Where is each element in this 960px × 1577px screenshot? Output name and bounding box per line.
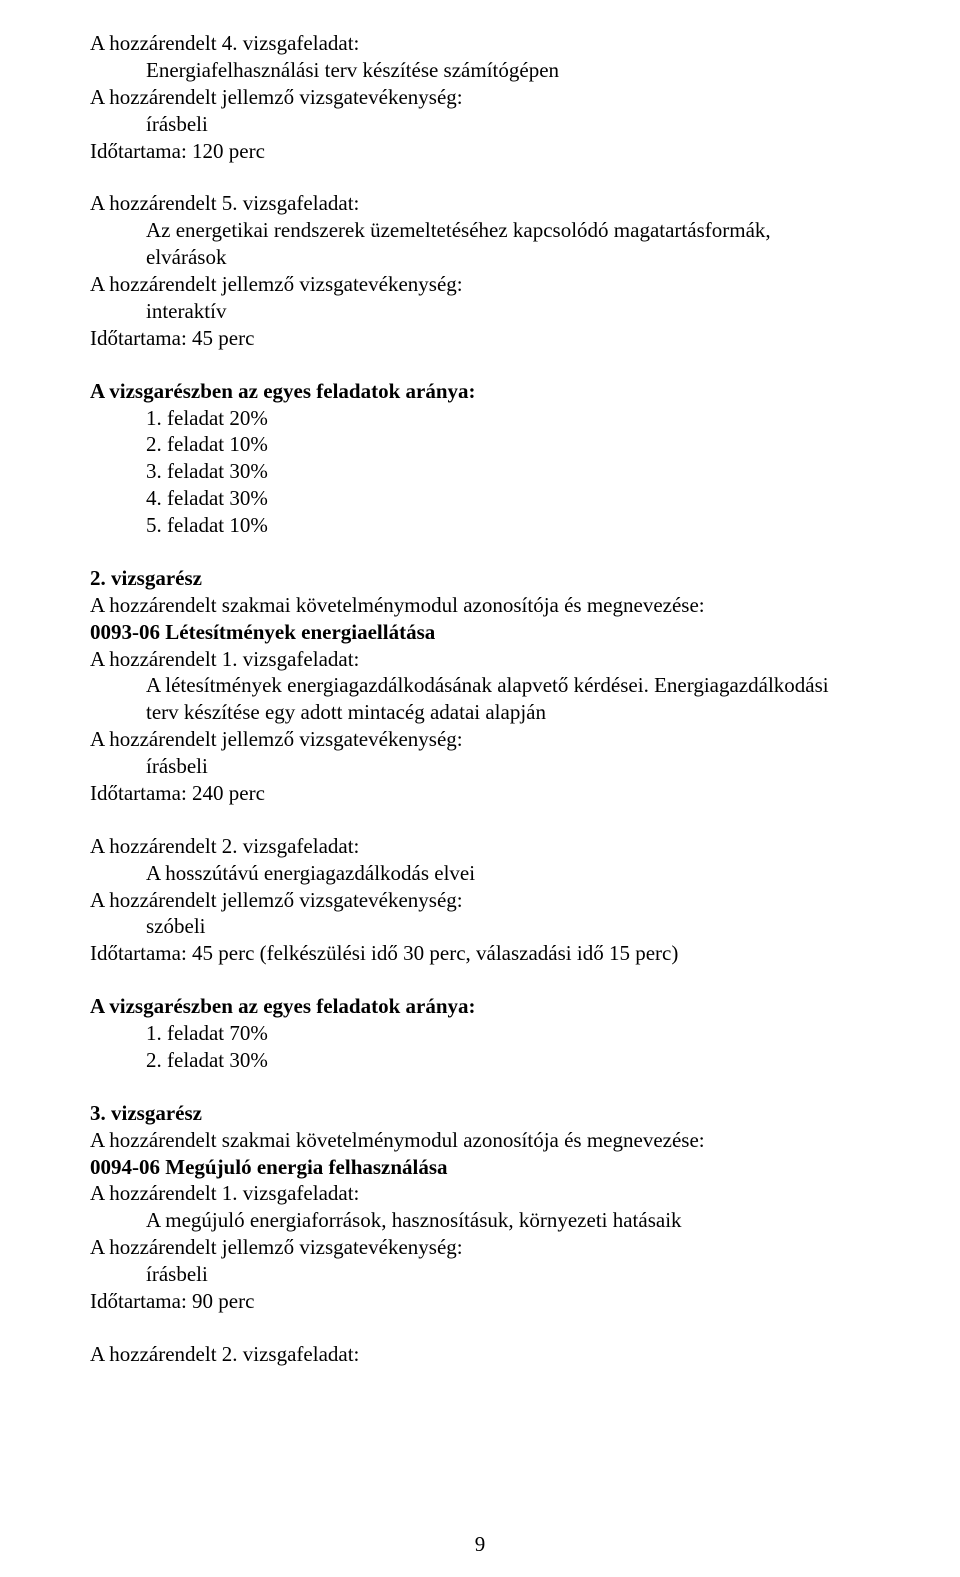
section2-task1-block: 2. vizsgarész A hozzárendelt szakmai köv… <box>90 565 870 807</box>
task5-duration: Időtartama: 45 perc <box>90 325 870 352</box>
section3-module-code: 0094-06 Megújuló energia felhasználása <box>90 1154 870 1181</box>
weights1-row5: 5. feladat 10% <box>90 512 870 539</box>
section3-task1-activity: írásbeli <box>90 1261 870 1288</box>
section2-task2-activity-label: A hozzárendelt jellemző vizsgatevékenysé… <box>90 887 870 914</box>
page-number: 9 <box>0 1532 960 1557</box>
section3-module-line: A hozzárendelt szakmai követelménymodul … <box>90 1127 870 1154</box>
weights2-row2: 2. feladat 30% <box>90 1047 870 1074</box>
task5-activity-label: A hozzárendelt jellemző vizsgatevékenysé… <box>90 271 870 298</box>
weights1-row4: 4. feladat 30% <box>90 485 870 512</box>
section3-task1-activity-label: A hozzárendelt jellemző vizsgatevékenysé… <box>90 1234 870 1261</box>
section2-task1-line1: A létesítmények energiagazdálkodásának a… <box>90 672 870 699</box>
section3-task2-block: A hozzárendelt 2. vizsgafeladat: <box>90 1341 870 1368</box>
task5-title-line2: elvárások <box>90 244 870 271</box>
section2-module-code: 0093-06 Létesítmények energiaellátása <box>90 619 870 646</box>
section2-task1-line2: terv készítése egy adott mintacég adatai… <box>90 699 870 726</box>
weights1-row1: 1. feladat 20% <box>90 405 870 432</box>
section2-task2-block: A hozzárendelt 2. vizsgafeladat: A hossz… <box>90 833 870 967</box>
weights1-block: A vizsgarészben az egyes feladatok arány… <box>90 378 870 539</box>
section3-task1-block: 3. vizsgarész A hozzárendelt szakmai köv… <box>90 1100 870 1315</box>
task4-activity: írásbeli <box>90 111 870 138</box>
section2-module-line: A hozzárendelt szakmai követelménymodul … <box>90 592 870 619</box>
document-page: A hozzárendelt 4. vizsgafeladat: Energia… <box>0 0 960 1577</box>
section3-task1-duration: Időtartama: 90 perc <box>90 1288 870 1315</box>
weights1-row3: 3. feladat 30% <box>90 458 870 485</box>
weights2-block: A vizsgarészben az egyes feladatok arány… <box>90 993 870 1074</box>
section3-task1-heading: A hozzárendelt 1. vizsgafeladat: <box>90 1180 870 1207</box>
task4-block: A hozzárendelt 4. vizsgafeladat: Energia… <box>90 30 870 164</box>
section2-task2-activity: szóbeli <box>90 913 870 940</box>
task4-heading: A hozzárendelt 4. vizsgafeladat: <box>90 30 870 57</box>
weights2-heading: A vizsgarészben az egyes feladatok arány… <box>90 993 870 1020</box>
task4-activity-label: A hozzárendelt jellemző vizsgatevékenysé… <box>90 84 870 111</box>
section3-task1-title: A megújuló energiaforrások, hasznosításu… <box>90 1207 870 1234</box>
task5-heading: A hozzárendelt 5. vizsgafeladat: <box>90 190 870 217</box>
section2-task2-title: A hosszútávú energiagazdálkodás elvei <box>90 860 870 887</box>
section2-task1-activity-label: A hozzárendelt jellemző vizsgatevékenysé… <box>90 726 870 753</box>
section2-task2-duration: Időtartama: 45 perc (felkészülési idő 30… <box>90 940 870 967</box>
task4-duration: Időtartama: 120 perc <box>90 138 870 165</box>
section3-heading: 3. vizsgarész <box>90 1100 870 1127</box>
weights2-row1: 1. feladat 70% <box>90 1020 870 1047</box>
task5-title-line1: Az energetikai rendszerek üzemeltetéséhe… <box>90 217 870 244</box>
section2-task2-heading: A hozzárendelt 2. vizsgafeladat: <box>90 833 870 860</box>
section2-task1-duration: Időtartama: 240 perc <box>90 780 870 807</box>
section3-task2-heading: A hozzárendelt 2. vizsgafeladat: <box>90 1341 870 1368</box>
task5-block: A hozzárendelt 5. vizsgafeladat: Az ener… <box>90 190 870 351</box>
task5-activity: interaktív <box>90 298 870 325</box>
section2-task1-activity: írásbeli <box>90 753 870 780</box>
section2-task1-heading: A hozzárendelt 1. vizsgafeladat: <box>90 646 870 673</box>
weights1-heading: A vizsgarészben az egyes feladatok arány… <box>90 378 870 405</box>
task4-title: Energiafelhasználási terv készítése szám… <box>90 57 870 84</box>
weights1-row2: 2. feladat 10% <box>90 431 870 458</box>
section2-heading: 2. vizsgarész <box>90 565 870 592</box>
